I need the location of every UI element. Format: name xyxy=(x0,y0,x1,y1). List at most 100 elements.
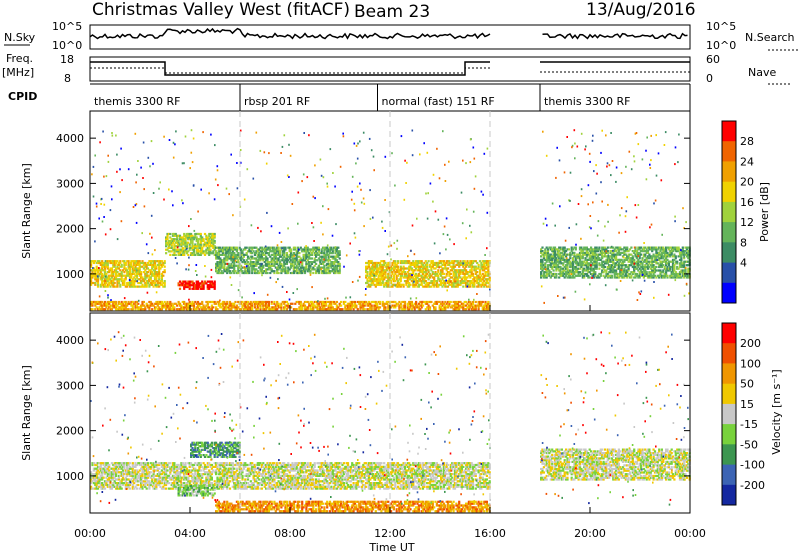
echo-cell xyxy=(220,259,223,262)
echo-cell xyxy=(187,241,190,244)
echo-cell xyxy=(90,280,93,283)
echo-cell xyxy=(634,255,637,258)
echo-cell xyxy=(540,272,543,276)
echo-cell xyxy=(228,246,232,249)
echo-cell xyxy=(660,251,663,254)
echo-cell xyxy=(260,300,263,304)
echo-cell xyxy=(312,246,315,249)
echo-cell xyxy=(323,261,326,264)
echo-cell xyxy=(217,257,220,260)
echo-cell xyxy=(124,285,127,288)
echo-cell xyxy=(208,300,211,304)
echo-cell xyxy=(95,278,98,281)
echo-cell xyxy=(548,246,551,249)
echo-cell xyxy=(437,300,440,304)
echo-cell xyxy=(334,264,337,267)
echo-cell xyxy=(571,272,575,276)
echo-cell xyxy=(313,252,316,255)
echo-cell xyxy=(480,280,483,283)
echo-cell xyxy=(460,280,463,283)
echo-cell xyxy=(637,253,640,256)
echo-cell xyxy=(117,263,120,266)
echo-cell xyxy=(385,269,388,272)
echo-cell xyxy=(144,306,147,309)
echo-cell xyxy=(133,263,136,266)
echo-cell xyxy=(215,270,218,273)
echo-cell xyxy=(283,253,286,256)
echo-cell xyxy=(113,302,116,305)
echo-cell xyxy=(559,253,562,256)
echo-cell xyxy=(609,274,612,277)
echo-cell xyxy=(594,258,597,261)
echo-cell xyxy=(255,257,258,260)
echo-cell xyxy=(594,253,597,256)
echo-cell xyxy=(220,266,223,269)
echo-cell xyxy=(316,304,319,307)
echo-cell xyxy=(216,257,219,260)
echo-cell xyxy=(326,246,329,249)
echo-cell xyxy=(552,248,555,251)
echo-cell xyxy=(134,260,137,263)
echo-cell xyxy=(253,246,257,249)
echo-cell xyxy=(560,273,563,276)
echo-cell xyxy=(602,267,605,270)
echo-cell xyxy=(112,283,115,286)
echo-cell xyxy=(387,280,390,283)
echo-cell xyxy=(548,269,551,272)
echo-cell xyxy=(567,272,570,276)
echo-cell xyxy=(216,308,219,311)
echo-cell xyxy=(256,262,259,265)
echo-cell xyxy=(420,263,423,266)
echo-cell xyxy=(198,253,201,256)
echo-cell xyxy=(274,257,277,260)
echo-cell xyxy=(187,308,190,311)
echo-cell xyxy=(344,300,347,304)
echo-cell xyxy=(177,253,180,256)
echo-cell xyxy=(453,265,457,268)
echo-cell xyxy=(219,266,222,269)
echo-cell xyxy=(271,259,275,262)
echo-cell xyxy=(669,253,672,256)
echo-cell xyxy=(483,304,486,307)
echo-cell xyxy=(598,267,601,270)
echo-cell xyxy=(145,276,148,279)
echo-cell xyxy=(674,271,677,274)
echo-cell xyxy=(171,306,175,309)
echo-cell xyxy=(169,243,172,246)
echo-cell xyxy=(416,269,419,272)
echo-cell xyxy=(674,279,677,282)
echo-cell xyxy=(587,258,590,261)
echo-cell xyxy=(163,271,166,274)
echo-cell xyxy=(574,255,577,258)
echo-cell xyxy=(638,246,641,249)
echo-cell xyxy=(385,283,388,286)
echo-cell xyxy=(401,272,404,275)
echo-cell xyxy=(260,264,263,267)
echo-cell xyxy=(187,302,190,305)
echo-cell xyxy=(180,308,183,311)
echo-cell xyxy=(95,265,98,268)
echo-cell xyxy=(676,274,679,277)
echo-cell xyxy=(343,265,345,268)
echo-cell xyxy=(666,276,669,279)
echo-cell xyxy=(452,274,455,277)
echo-cell xyxy=(321,300,325,304)
echo-cell xyxy=(444,267,447,270)
echo-cell xyxy=(149,261,152,265)
echo-cell xyxy=(183,253,186,256)
echo-cell xyxy=(444,163,446,166)
echo-cell xyxy=(560,267,563,270)
echo-cell xyxy=(677,246,680,249)
echo-cell xyxy=(301,248,304,251)
echo-cell xyxy=(609,269,612,272)
echo-cell xyxy=(427,285,430,288)
echo-cell xyxy=(313,253,316,256)
echo-cell xyxy=(412,276,415,279)
echo-cell xyxy=(680,250,683,253)
echo-cell xyxy=(449,265,452,268)
echo-cell xyxy=(117,302,120,305)
echo-cell xyxy=(376,269,379,272)
echo-cell xyxy=(656,262,659,265)
echo-cell xyxy=(346,302,350,305)
echo-cell xyxy=(248,248,251,251)
